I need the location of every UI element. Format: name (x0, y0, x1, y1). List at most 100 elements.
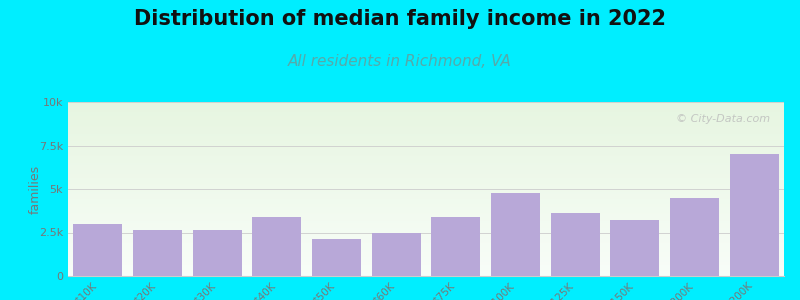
Bar (68, 213, 784, 214)
Bar (68, 271, 784, 272)
Bar (68, 215, 784, 216)
Bar (68, 154, 784, 155)
Bar (68, 164, 784, 165)
Bar (68, 153, 784, 154)
Bar (68, 133, 784, 134)
Bar (68, 122, 784, 123)
Bar (550, 213, 600, 276)
Bar (68, 260, 784, 261)
Bar (68, 173, 784, 174)
Bar (68, 117, 784, 118)
Text: © City-Data.com: © City-Data.com (675, 114, 770, 124)
Bar (68, 145, 784, 146)
Bar (68, 267, 784, 268)
Bar (68, 212, 784, 213)
Bar (68, 107, 784, 108)
Text: Distribution of median family income in 2022: Distribution of median family income in … (134, 9, 666, 29)
Bar (68, 262, 784, 263)
Bar (730, 154, 778, 276)
Bar (68, 256, 784, 257)
Bar (68, 192, 784, 193)
Bar (68, 186, 784, 187)
Bar (74, 224, 122, 276)
Bar (68, 229, 784, 230)
Bar (68, 187, 784, 188)
Bar (68, 246, 784, 247)
Bar (68, 146, 784, 147)
Bar (68, 139, 784, 140)
Bar (68, 259, 784, 260)
Bar (68, 251, 784, 252)
Bar (68, 149, 784, 150)
Bar (68, 203, 784, 204)
Bar (68, 116, 784, 117)
Bar (68, 131, 784, 132)
Bar (68, 111, 784, 112)
Bar (68, 182, 784, 183)
Bar (68, 144, 784, 145)
Bar (68, 223, 784, 224)
Bar (68, 157, 784, 158)
Bar (68, 118, 784, 119)
Bar (68, 150, 784, 151)
Bar (68, 176, 784, 177)
Bar (68, 184, 784, 185)
Bar (68, 222, 784, 223)
Bar (68, 185, 784, 186)
Bar (68, 233, 784, 234)
Bar (68, 148, 784, 149)
Bar (491, 194, 540, 276)
Bar (252, 217, 302, 276)
Bar (68, 159, 784, 160)
Bar (68, 106, 784, 107)
Bar (68, 255, 784, 256)
Bar (68, 121, 784, 122)
Bar (68, 254, 784, 255)
Bar (68, 102, 784, 103)
Bar (68, 225, 784, 226)
Bar (68, 128, 784, 129)
Bar (68, 266, 784, 267)
Bar (68, 172, 784, 173)
Bar (68, 268, 784, 269)
Bar (68, 202, 784, 203)
Bar (68, 113, 784, 114)
Bar (68, 130, 784, 131)
Bar (68, 207, 784, 208)
Bar (68, 112, 784, 113)
Bar (68, 132, 784, 133)
Bar (68, 115, 784, 116)
Bar (133, 230, 182, 276)
Bar (68, 273, 784, 274)
Bar (68, 216, 784, 217)
Bar (68, 228, 784, 229)
Bar (68, 181, 784, 182)
Bar (431, 217, 480, 276)
Bar (68, 261, 784, 262)
Bar (68, 239, 784, 240)
Bar (68, 240, 784, 241)
Bar (68, 224, 784, 225)
Bar (68, 214, 784, 215)
Bar (68, 263, 784, 264)
Bar (68, 156, 784, 157)
Bar (68, 114, 784, 115)
Bar (68, 208, 784, 209)
Bar (68, 275, 784, 276)
Bar (68, 138, 784, 139)
Bar (68, 165, 784, 166)
Bar (68, 200, 784, 201)
Bar (68, 180, 784, 181)
Bar (68, 205, 784, 206)
Bar (68, 124, 784, 125)
Bar (193, 230, 242, 276)
Bar (68, 110, 784, 111)
Bar (68, 201, 784, 202)
Bar (68, 147, 784, 148)
Bar (68, 162, 784, 163)
Bar (68, 155, 784, 156)
Bar (68, 210, 784, 211)
Bar (68, 134, 784, 135)
Bar (68, 190, 784, 191)
Bar (68, 177, 784, 178)
